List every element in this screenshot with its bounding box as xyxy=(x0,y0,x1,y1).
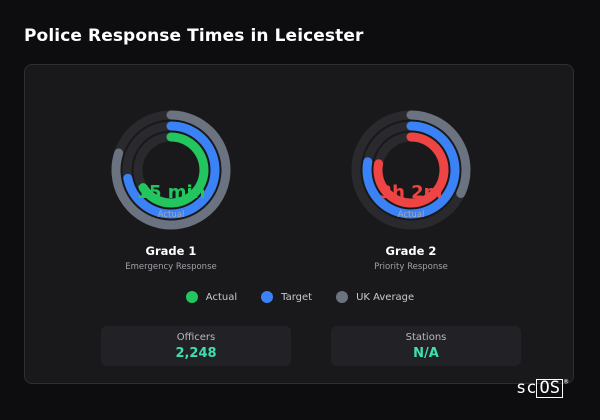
stations-value: N/A xyxy=(413,346,439,361)
grade1-actual-ring xyxy=(138,132,209,208)
officers-label: Officers xyxy=(176,332,216,343)
grade1-subtitle: Emergency Response xyxy=(125,262,217,272)
grade1-gauge-rings xyxy=(111,110,231,230)
grade2-gauge: 3h 2m Actual xyxy=(351,100,491,280)
legend-item-uk-average: UK Average xyxy=(336,291,414,303)
registered-mark: ® xyxy=(563,378,569,386)
grade1-title: Grade 1 xyxy=(145,244,197,258)
grade2-title: Grade 2 xyxy=(385,244,437,258)
grade2-target-ring xyxy=(362,121,460,219)
logo-boxed-text: OS xyxy=(536,379,563,398)
grade1-actual-label: Actual xyxy=(157,210,185,220)
scos-logo: sc OS ® xyxy=(516,378,568,398)
grade2-actual-ring xyxy=(373,132,449,208)
page-title: Police Response Times in Leicester xyxy=(24,26,364,46)
grade2-uk-average-ring xyxy=(406,110,471,198)
stations-stat: Stations N/A xyxy=(331,326,521,366)
grade1-uk-average-ring xyxy=(111,110,231,230)
officers-stat: Officers 2,248 xyxy=(101,326,291,366)
legend: Actual Target UK Average xyxy=(0,291,600,303)
grade1-actual-value: 15 min xyxy=(136,182,206,203)
grade2-gauge-rings xyxy=(351,110,471,230)
grade2-actual-value: 3h 2m xyxy=(379,182,443,203)
grade2-actual-label: Actual xyxy=(397,210,425,220)
legend-item-target: Target xyxy=(261,291,312,303)
legend-dot-target xyxy=(261,291,274,303)
legend-label-target: Target xyxy=(281,291,313,303)
stations-label: Stations xyxy=(405,332,447,343)
legend-label-actual: Actual xyxy=(205,291,238,303)
logo-text: sc xyxy=(516,378,537,398)
legend-dot-actual xyxy=(185,291,198,303)
grade1-target-ring xyxy=(123,121,220,219)
officers-value: 2,248 xyxy=(175,346,217,361)
legend-dot-uk-average xyxy=(336,291,349,303)
grade1-gauge: 15 min Actual xyxy=(111,100,251,280)
grade2-subtitle: Priority Response xyxy=(374,262,448,272)
legend-label-uk-average: UK Average xyxy=(356,291,415,303)
legend-item-actual: Actual xyxy=(185,291,238,303)
